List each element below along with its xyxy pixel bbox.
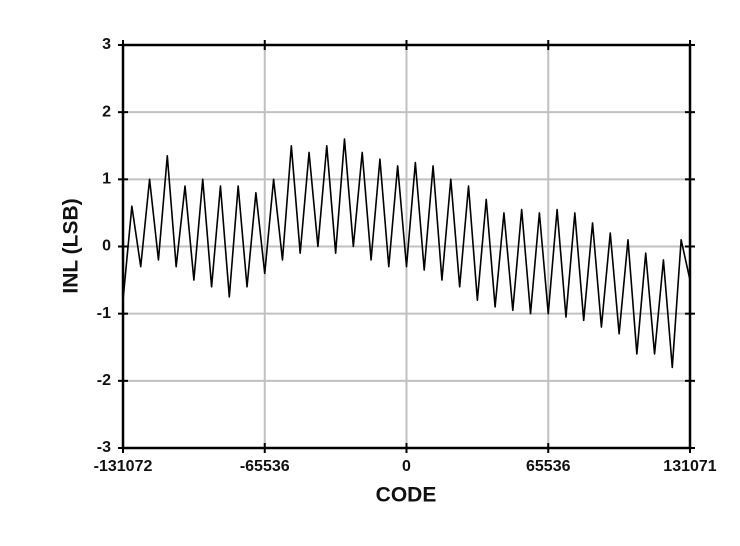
x-tick-label: 0: [402, 458, 411, 475]
y-tick-label: 1: [102, 171, 111, 188]
y-tick-label: -1: [97, 305, 111, 322]
x-tick-label: -131072: [94, 458, 153, 475]
inl-line: [122, 138, 691, 369]
y-tick-label: -2: [97, 372, 111, 389]
y-tick-label: 3: [102, 36, 111, 53]
x-tick-label: 131071: [663, 458, 716, 475]
y-axis-title: INL (LSB): [60, 198, 83, 293]
x-tick-label: -65536: [240, 458, 290, 475]
y-tick-label: 0: [102, 238, 111, 255]
y-tick-label: 2: [102, 103, 111, 120]
plot-frame: [121, 43, 692, 450]
y-tick-label: -3: [97, 439, 111, 456]
x-axis-title: CODE: [376, 484, 437, 507]
x-tick-label: 65536: [526, 458, 571, 475]
